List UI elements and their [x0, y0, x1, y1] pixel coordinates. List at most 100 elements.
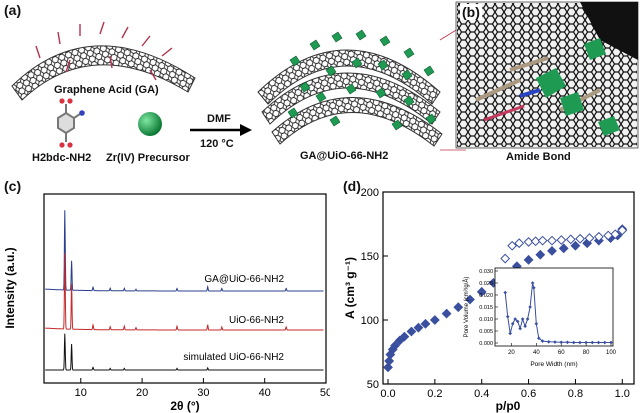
inset-point — [503, 290, 508, 295]
solvent-label: DMF — [207, 113, 231, 125]
desorption-point — [500, 253, 511, 264]
temperature-label: 120 °C — [200, 138, 234, 150]
inset-frame — [494, 267, 614, 347]
inset-point — [520, 317, 525, 321]
inset-x-axis-label: Pore Width (nm) — [530, 361, 577, 368]
xrd-x-tick-label: 30 — [197, 387, 209, 399]
inset-y-axis-label: Pore Volume (cm³/g/Å) — [463, 277, 470, 338]
inset-point — [578, 340, 582, 345]
inset-point — [540, 339, 545, 343]
bet-x-tick-label: 0.0 — [380, 388, 395, 400]
inset-x-tick-label: 40 — [533, 350, 540, 356]
inset-point — [525, 317, 530, 321]
bet-plot-frame — [382, 191, 635, 385]
inset-point — [528, 305, 532, 309]
xrd-plot-frame — [43, 193, 327, 384]
desorption-point — [565, 234, 576, 245]
adsorption-point — [429, 315, 440, 325]
adsorption-point — [535, 249, 546, 260]
inset-point — [518, 326, 522, 331]
bet-x-tick-label: 0.2 — [427, 388, 442, 400]
inset-point — [609, 340, 613, 345]
inset-x-tick-label: 100 — [606, 350, 617, 356]
inset-y-tick-label: 0.000 — [479, 341, 493, 347]
amide-bond-atoms — [475, 38, 620, 136]
adsorption-point — [453, 302, 464, 313]
inset-point — [515, 319, 520, 324]
desorption-point — [514, 238, 525, 249]
graphene-acid-label: Graphene Acid (GA) — [54, 84, 159, 96]
inset-point — [590, 340, 595, 345]
bet-y-tick-label: 100 — [361, 315, 379, 327]
scheme-illustration — [11, 1, 639, 151]
zr-precursor-label: Zr(IV) Precursor — [106, 152, 190, 164]
bet-y-tick-label: 150 — [361, 251, 379, 263]
amide-bond-label: Amide Bond — [506, 151, 571, 163]
bet-x-tick-label: 0.6 — [521, 388, 536, 400]
xrd-series-label: UiO-66-NH2 — [229, 315, 284, 326]
adsorption-point — [420, 318, 431, 329]
inset-point — [523, 324, 527, 328]
desorption-point — [537, 235, 548, 246]
bet-x-tick-label: 0.4 — [474, 388, 489, 400]
mof-crystals — [287, 29, 437, 131]
inset-point — [508, 331, 512, 336]
adsorption-point — [399, 331, 410, 342]
xrd-x-tick-label: 50 — [320, 387, 330, 399]
xrd-x-tick-label: 20 — [136, 387, 148, 399]
xrd-series-line — [45, 210, 324, 292]
inset-y-tick-label: 0.005 — [479, 329, 493, 335]
desorption-point — [593, 231, 604, 242]
inset-x-tick-label: 20 — [508, 350, 515, 356]
adsorption-point — [523, 254, 534, 265]
bet-y-tick-label: 200 — [361, 187, 379, 199]
desorption-point — [584, 233, 595, 243]
inset-point — [571, 340, 576, 345]
bet-chart: 0.0 0.2 0.4 0.6 0.8 1.0 50 100 150 200 20 40 60 80 10… — [343, 187, 635, 413]
inset-y-tick-label: 0.030 — [479, 269, 493, 275]
desorption-point — [547, 235, 557, 246]
adsorption-point — [476, 286, 487, 297]
composite-sheets — [257, 49, 443, 147]
bet-x-tick-label: 1.0 — [615, 388, 630, 400]
adsorption-point — [383, 362, 393, 373]
adsorption-point — [384, 356, 395, 366]
desorption-point — [530, 236, 541, 247]
inset-point — [559, 340, 564, 345]
adsorption-point — [406, 326, 417, 337]
linker-molecule — [57, 104, 81, 142]
xrd-x-tick-label: 40 — [259, 387, 271, 399]
xrd-chart: 10 20 30 40 50 Intensity (a.u.) 2θ (°) GA@Ui… — [3, 193, 330, 413]
desorption-point — [507, 240, 518, 251]
xrd-x-axis-label: 2θ (°) — [170, 399, 199, 413]
xrd-series-label: simulated UiO-66-NH2 — [183, 352, 284, 363]
bet-y-axis-label: A (cm³ g⁻¹) — [343, 257, 357, 319]
inset-point — [602, 340, 607, 345]
adsorption-point — [413, 322, 424, 333]
inset-point — [513, 317, 517, 321]
adsorption-point — [441, 308, 452, 319]
adsorption-point — [465, 294, 475, 305]
inset-point — [505, 314, 510, 319]
inset-x-tick-label: 80 — [583, 350, 590, 356]
panel-label-c: (c) — [4, 178, 22, 194]
linker-label: H2bdc-NH2 — [32, 152, 92, 164]
inset-point — [596, 340, 601, 345]
graphene-sheet — [11, 45, 196, 101]
desorption-point — [617, 225, 628, 236]
inset-y-tick-label: 0.020 — [479, 293, 493, 299]
panel-label-d: (d) — [343, 178, 361, 194]
inset-y-tick-label: 0.025 — [479, 281, 493, 287]
adsorption-point — [570, 240, 581, 251]
inset-point — [530, 281, 535, 285]
desorption-point — [610, 229, 621, 240]
inset-y-tick-label: 0.015 — [479, 305, 493, 311]
desorption-point — [556, 235, 567, 245]
bet-x-axis-label: p/p0 — [496, 399, 521, 413]
product-label: GA@UiO-66-NH2 — [300, 150, 389, 162]
adsorption-point — [547, 245, 557, 256]
panel-label-b: (b) — [460, 4, 482, 20]
inset-y-tick-label: 0.010 — [479, 317, 493, 323]
xrd-y-axis-label: Intensity (a.u.) — [3, 247, 17, 328]
inset-point — [534, 322, 539, 326]
